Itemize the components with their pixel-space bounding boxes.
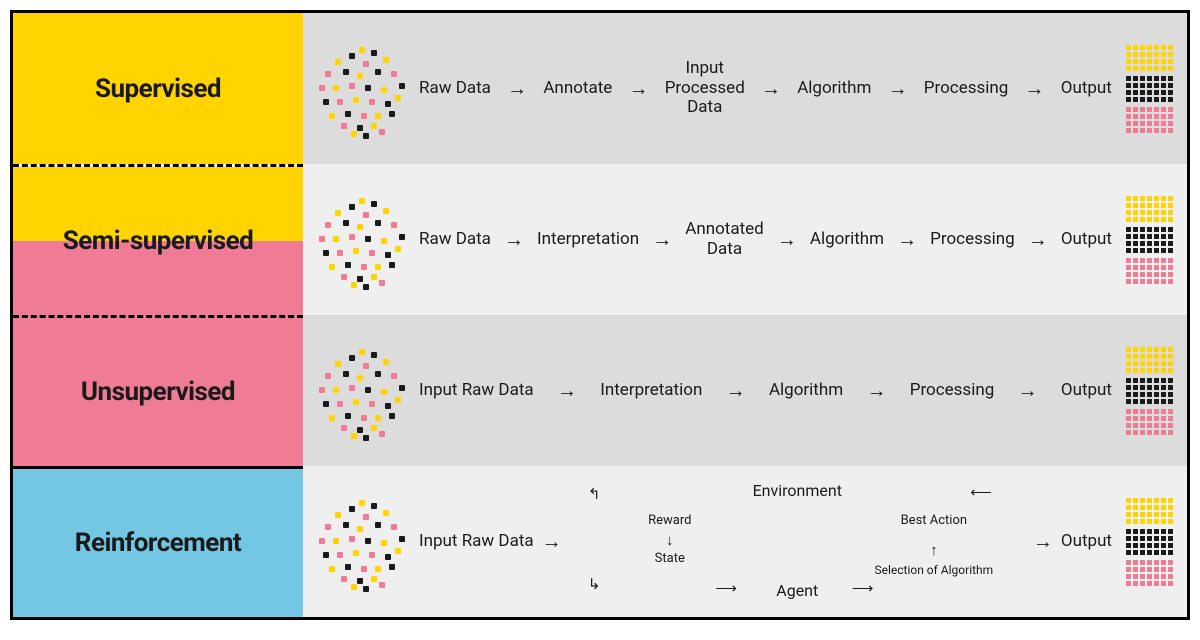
arrow-right-icon: →: [1033, 529, 1053, 554]
step: Processing: [930, 230, 1015, 250]
loop-arrow-icon: ↰: [588, 486, 601, 503]
rl-env: Environment: [753, 482, 842, 500]
label-supervised: Supervised: [13, 13, 303, 164]
step: Raw Data: [419, 230, 491, 250]
diagram-container: Supervised Raw Data → Annotate → Input Proces…: [10, 10, 1190, 620]
arrow-right-icon: →: [888, 76, 908, 101]
step: Algorithm: [797, 79, 871, 99]
step: Algorithm: [810, 230, 884, 250]
output-grid-icon: [1126, 498, 1173, 586]
arrow-right-icon: →: [557, 378, 577, 403]
loop-arrow-icon: ↓: [666, 532, 674, 549]
scatter-icon: [313, 192, 409, 288]
arrow-right-icon: →: [629, 76, 649, 101]
flow-steps: Input Raw Data → Interpretation → Algorithm →…: [415, 378, 1116, 403]
label-reinforcement: Reinforcement: [13, 466, 303, 617]
row-supervised: Supervised Raw Data → Annotate → Input Proces…: [13, 13, 1187, 164]
step: Interpretation: [600, 381, 702, 401]
loop-arrow-icon: ↑: [930, 542, 938, 559]
arrow-right-icon: →: [507, 76, 527, 101]
step: Processing: [924, 79, 1009, 99]
flow-steps: Input Raw Data → Environment Reward State Age…: [415, 482, 1116, 602]
step: Raw Data: [419, 79, 491, 99]
arrow-right-icon: →: [1025, 76, 1045, 101]
step-input: Input Raw Data: [419, 532, 534, 552]
loop-arrow-icon: ⟶: [852, 580, 874, 597]
step: Output: [1061, 381, 1112, 401]
step: Algorithm: [769, 381, 843, 401]
step: Output: [1061, 230, 1112, 250]
flow-steps: Raw Data → Interpretation → Annotated Data → A…: [415, 220, 1116, 259]
row-unsupervised: Unsupervised Input Raw Data → Interpretatio…: [13, 315, 1187, 466]
step: Input Raw Data: [419, 381, 534, 401]
step: Processing: [910, 381, 995, 401]
rl-select: Selection of Algorithm: [874, 564, 993, 577]
step: Annotated Data: [685, 220, 764, 259]
arrow-right-icon: →: [504, 227, 524, 252]
label-unsupervised: Unsupervised: [13, 315, 303, 466]
label-text: Reinforcement: [75, 528, 241, 558]
label-text: Supervised: [95, 74, 221, 104]
label-text: Semi-supervised: [63, 226, 254, 256]
arrow-right-icon: →: [726, 378, 746, 403]
arrow-right-icon: →: [1018, 378, 1038, 403]
arrow-right-icon: →: [897, 227, 917, 252]
arrow-right-icon: →: [1028, 227, 1048, 252]
rl-loop: Environment Reward State Agent Selection of …: [570, 482, 1025, 602]
row-reinforcement: Reinforcement Input Raw Data → Environment R…: [13, 466, 1187, 617]
scatter-icon: [313, 41, 409, 137]
rl-agent: Agent: [776, 582, 818, 600]
arrow-right-icon: →: [866, 378, 886, 403]
scatter-icon: [313, 494, 409, 590]
flow-unsupervised: Input Raw Data → Interpretation → Algorithm →…: [303, 315, 1187, 466]
flow-reinforcement: Input Raw Data → Environment Reward State Age…: [303, 466, 1187, 617]
flow-supervised: Raw Data → Annotate → Input Processed Data → A…: [303, 13, 1187, 164]
rl-reward: Reward: [648, 514, 691, 528]
arrow-right-icon: →: [777, 227, 797, 252]
arrow-right-icon: →: [652, 227, 672, 252]
step: Interpretation: [537, 230, 639, 250]
loop-arrow-icon: ↳: [588, 576, 601, 593]
arrow-right-icon: →: [542, 529, 562, 554]
output-grid-icon: [1126, 347, 1173, 435]
rl-state: State: [655, 552, 685, 566]
output-grid-icon: [1126, 196, 1173, 284]
label-text: Unsupervised: [81, 377, 235, 407]
loop-arrow-icon: ⟶: [715, 580, 737, 597]
scatter-icon: [313, 343, 409, 439]
row-semi: Semi-supervised Raw Data → Interpretation → A…: [13, 164, 1187, 315]
output-grid-icon: [1126, 45, 1173, 133]
arrow-right-icon: →: [761, 76, 781, 101]
step: Output: [1061, 79, 1112, 99]
loop-arrow-icon: ⟵: [970, 484, 992, 501]
label-semi: Semi-supervised: [13, 164, 303, 315]
step: Input Processed Data: [665, 59, 745, 118]
rl-best: Best Action: [901, 514, 967, 528]
step-output: Output: [1061, 532, 1112, 552]
flow-steps: Raw Data → Annotate → Input Processed Data → A…: [415, 59, 1116, 118]
step: Annotate: [543, 79, 612, 99]
flow-semi: Raw Data → Interpretation → Annotated Data → A…: [303, 164, 1187, 315]
